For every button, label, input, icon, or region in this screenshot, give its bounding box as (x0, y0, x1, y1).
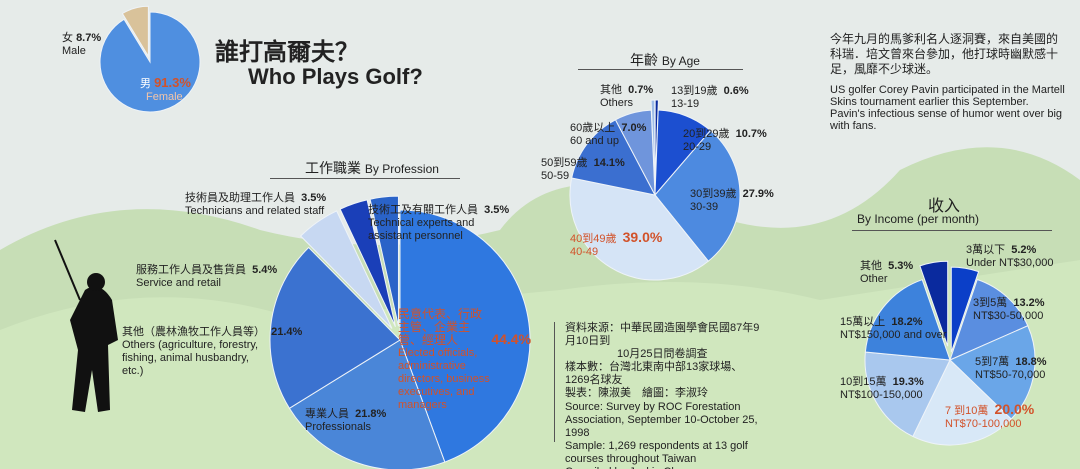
pie-slice-3-1 (949, 278, 1029, 361)
label-income-150: 15萬以上 18.2% NT$150,000 and over (840, 316, 947, 341)
pie-slice-2-2 (654, 129, 741, 262)
label-others-profession: 其他（農林漁牧工作人員等） 21.4% Others (agriculture, … (122, 326, 303, 377)
label-age-20-29: 20到29歲 10.7% 20-29 (683, 128, 767, 153)
source-zh-3: 樣本數：台灣北東南中部13家球場、1269名球友 (565, 361, 743, 386)
label-officials: 民意代表、行政主管、企業主管、經理人 44.4% Elected official… (398, 307, 532, 412)
sidebar-zh: 今年九月的馬爹利名人逐洞賽，來自美國的科瑞．培文曾來台參加，他打球時幽默感十足，… (830, 32, 1059, 76)
divider (578, 69, 743, 70)
label-income-30-50: 3到5萬 13.2% NT$30-50,000 (973, 297, 1045, 322)
pie-slice-3-5 (864, 279, 951, 361)
pie-slice-3-0 (950, 266, 980, 353)
source-zh-4: 製表：陳淑美 繪圖：李淑玲 (565, 387, 708, 399)
profession-title: 工作職業 By Profession (305, 160, 439, 176)
label-professionals: 專業人員 21.8% Professionals (305, 408, 387, 433)
pie-slice-3-6 (919, 260, 949, 347)
label-age-others: 其他 0.7% Others (600, 84, 654, 109)
income-title-en: By Income (per month) (857, 212, 980, 226)
source-divider (554, 322, 555, 442)
pie-slice-2-6 (650, 99, 656, 186)
label-income-other: 其他 5.3% Other (860, 260, 914, 285)
pie-slice-0-0 (99, 11, 201, 113)
label-age-30-39: 30到39歲 27.9% 30-39 (690, 188, 774, 213)
label-technicians: 技術員及助理工作人員 3.5% Technicians and related s… (185, 192, 327, 217)
pie-slice-3-4 (864, 351, 951, 438)
pie-slice-3-2 (949, 325, 1036, 420)
pie-slice-1-2 (269, 246, 401, 409)
pie-slice-1-4 (339, 199, 396, 327)
pie-slice-2-3 (569, 177, 710, 281)
label-female: 男 91.3% Female (140, 75, 191, 103)
pie-slice-1-0 (399, 209, 531, 463)
pie-slice-2-4 (571, 119, 656, 196)
label-age-60: 60歲以上 7.0% 60 and up (570, 122, 647, 147)
source-zh-1: 資料來源：中華民國造園學會民國87年9月10日到 (565, 322, 760, 347)
label-age-50-59: 50到59歲 14.1% 50-59 (541, 157, 625, 182)
source-en: Source: Survey by ROC Forestation Associ… (565, 401, 758, 469)
golfer-silhouette (54, 239, 118, 412)
label-income-100-150: 10到15萬 19.3% NT$100-150,000 (840, 376, 924, 401)
title-zh: 誰打高爾夫？ (215, 39, 359, 66)
label-male: 女 8.7% Male (62, 32, 102, 57)
label-income-70-100: 7 到10萬 20.0% NT$70-100,000 (945, 401, 1035, 430)
divider (270, 178, 460, 179)
pie-slice-1-5 (369, 195, 399, 327)
pie-slice-0-1 (121, 5, 149, 59)
label-age-40-49: 40到49歲 39.0% 40-49 (570, 229, 663, 258)
age-title: 年齡 By Age (630, 52, 700, 68)
income-title-zh: 收入 (928, 198, 961, 215)
title-en: Who Plays Golf? (248, 64, 423, 89)
pie-slice-1-1 (288, 339, 446, 469)
pie-slice-1-3 (299, 210, 393, 329)
label-income-under30: 3萬以下 5.2% Under NT$30,000 (966, 244, 1054, 269)
source-block: 資料來源：中華民國造園學會民國87年9月10日到 10月25日問卷調查 樣本數：… (565, 322, 765, 469)
sidebar-en: US golfer Corey Pavin participated in th… (830, 84, 1065, 132)
label-income-50-70: 5到7萬 18.8% NT$50-70,000 (975, 356, 1047, 381)
label-age-13-19: 13到19歲 0.6% 13-19 (671, 85, 749, 110)
source-zh-2: 10月25日問卷調查 (617, 348, 708, 360)
pie-slice-3-3 (912, 359, 1012, 446)
divider (852, 230, 1052, 231)
label-service: 服務工作人員及售貨員 5.4% Service and retail (136, 264, 278, 289)
label-technical-experts: 技術工及有關工作人員 3.5% Technical experts and ass… (368, 204, 510, 242)
